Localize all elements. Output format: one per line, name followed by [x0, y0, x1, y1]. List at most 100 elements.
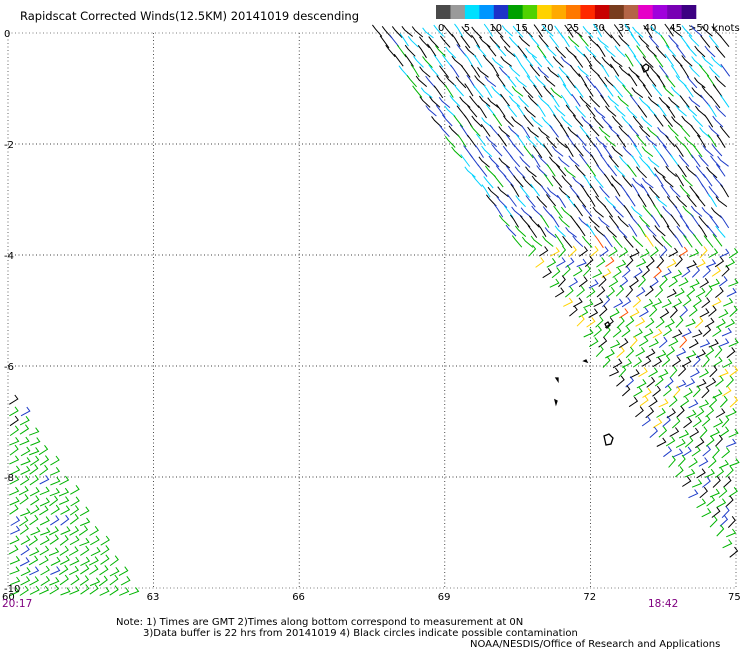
- wind-barb: [649, 277, 659, 288]
- wind-barb: [372, 24, 383, 37]
- wind-barb: [618, 247, 629, 258]
- wind-barb: [675, 173, 685, 187]
- wind-barb: [689, 279, 700, 288]
- wind-barb: [580, 184, 590, 197]
- island-4: [554, 377, 559, 384]
- wind-barb: [613, 298, 624, 309]
- wind-barb: [48, 547, 60, 556]
- wind-barb: [674, 135, 687, 148]
- wind-barb: [707, 134, 717, 148]
- wind-barb: [713, 418, 724, 428]
- wind-barb: [589, 337, 599, 348]
- wind-barb: [429, 96, 441, 108]
- wind-barb: [598, 275, 607, 287]
- wind-barb: [721, 415, 730, 428]
- wind-barb: [578, 308, 589, 318]
- wind-barb: [463, 114, 473, 128]
- wind-barb: [19, 436, 30, 446]
- wind-barb: [68, 546, 79, 556]
- wind-barb: [507, 194, 517, 207]
- wind-barb: [531, 116, 543, 128]
- wind-barb: [529, 64, 541, 77]
- wind-barb: [538, 95, 550, 107]
- wind-barb: [498, 215, 510, 227]
- wind-barb: [632, 296, 642, 308]
- wind-barb: [677, 164, 687, 178]
- wind-barb: [618, 365, 627, 378]
- wind-barb: [586, 287, 596, 299]
- wind-barb: [491, 57, 504, 69]
- wind-barb: [19, 494, 29, 505]
- wind-barb: [648, 367, 659, 378]
- wind-barb: [656, 437, 667, 447]
- wind-barb: [578, 34, 589, 47]
- wind-barb: [20, 406, 31, 417]
- wind-barb: [709, 515, 718, 528]
- wind-barb: [702, 325, 712, 337]
- wind-barb: [486, 44, 497, 57]
- wind-barb: [611, 175, 623, 187]
- wind-barb: [488, 155, 500, 168]
- island-outlines: [554, 63, 650, 446]
- wind-barb: [614, 75, 626, 88]
- wind-barb: [576, 195, 587, 208]
- wind-barb: [531, 154, 541, 168]
- wind-barb: [511, 116, 523, 127]
- wind-barb: [595, 345, 604, 358]
- wind-barb: [654, 173, 664, 187]
- wind-barb: [521, 236, 534, 248]
- wind-barb: [543, 55, 554, 68]
- wind-barb: [690, 154, 701, 168]
- wind-barb: [608, 155, 619, 168]
- wind-barb: [435, 104, 446, 118]
- wind-barb: [601, 56, 613, 69]
- wind-barb: [440, 35, 451, 48]
- wind-barb: [695, 407, 705, 418]
- wind-barb: [396, 44, 407, 58]
- wind-barb: [530, 235, 543, 247]
- wind-barb: [497, 186, 509, 198]
- wind-barb: [578, 217, 590, 228]
- wind-barb: [701, 207, 713, 219]
- wind-barb: [70, 574, 80, 586]
- wind-barb: [640, 63, 650, 77]
- wind-barb: [661, 298, 672, 308]
- wind-barb: [128, 587, 140, 596]
- wind-barb: [593, 143, 603, 157]
- wind-barb: [589, 245, 599, 257]
- wind-barb: [557, 73, 567, 87]
- wind-barb: [673, 204, 683, 218]
- lon-label: 63: [147, 592, 160, 603]
- wind-barb: [467, 105, 478, 118]
- wind-barb: [702, 445, 711, 457]
- wind-barb: [712, 115, 724, 128]
- wind-barb: [59, 545, 69, 556]
- wind-barb: [498, 157, 511, 169]
- wind-barb: [650, 214, 661, 228]
- wind-barb: [702, 355, 710, 368]
- wind-barb: [686, 285, 696, 297]
- wind-barb: [505, 134, 516, 148]
- wind-barb: [379, 35, 390, 49]
- wind-barb: [547, 104, 557, 118]
- wind-barb: [726, 408, 737, 417]
- wind-barb: [708, 186, 719, 199]
- wind-barb: [637, 223, 647, 237]
- wind-barb: [607, 163, 618, 177]
- island-2: [604, 321, 611, 330]
- wind-barb: [712, 476, 721, 488]
- wind-barb: [538, 154, 549, 167]
- wind-barb: [621, 266, 631, 278]
- wind-barb: [610, 34, 621, 47]
- wind-barb: [641, 146, 654, 157]
- wind-barb: [636, 134, 647, 147]
- wind-barb: [594, 226, 606, 238]
- wind-barb: [474, 144, 484, 158]
- wind-barb: [480, 124, 491, 137]
- wind-barb: [608, 246, 618, 257]
- wind-barb: [711, 297, 722, 307]
- wind-barb: [444, 105, 456, 117]
- wind-barb: [573, 203, 584, 217]
- wind-barb: [109, 585, 119, 596]
- wind-barb: [719, 426, 730, 437]
